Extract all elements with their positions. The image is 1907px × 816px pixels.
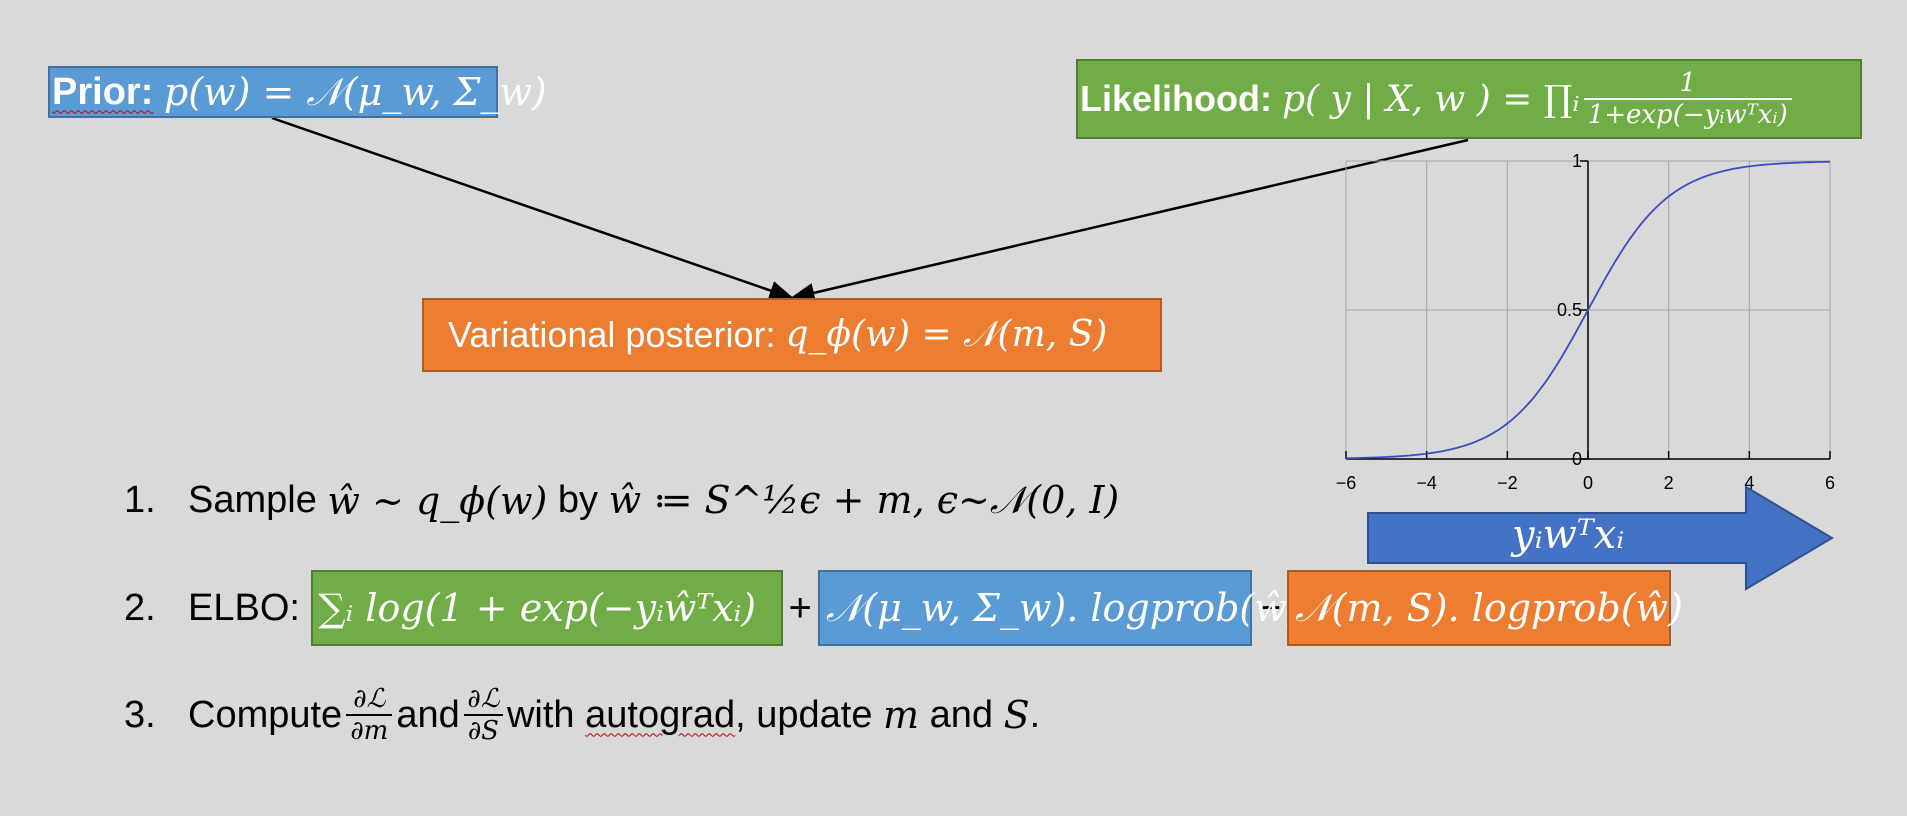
x-tick-label: 4 (1744, 473, 1754, 493)
prior-label: Prior: (52, 70, 154, 113)
arrow-label: yᵢwᵀxᵢ (1512, 512, 1625, 558)
x-tick-label: −2 (1497, 473, 1518, 493)
step-3-derivative-s: ∂ℒ ∂S (463, 684, 503, 746)
x-tick-label: −4 (1416, 473, 1437, 493)
step-1: 1. Sample ŵ ∼ q_ϕ(w) by ŵ ≔ S^½ϵ + m, ϵ∼… (124, 478, 1119, 523)
right-arrow-shape (1367, 485, 1834, 591)
likelihood-to-posterior-arrow (789, 138, 1469, 303)
y-tick-label: 0.5 (1557, 300, 1582, 320)
x-tick-label: 2 (1664, 473, 1674, 493)
elbo-minus: − (1257, 585, 1282, 630)
elbo-likelihood-term: ∑ᵢ log(1 + exp(−yᵢŵᵀxᵢ) (310, 570, 783, 646)
derivative-m-denominator: ∂m (346, 714, 393, 746)
likelihood-fraction-numerator: 1 (1679, 68, 1696, 98)
step-1-text-by: by (557, 479, 599, 521)
step-3-autograd: autograd (585, 693, 736, 736)
step-1-index: 1. (124, 479, 156, 521)
likelihood-fraction-denominator: 1+exp(−yᵢwᵀxᵢ) (1583, 98, 1792, 130)
derivative-s-denominator: ∂S (463, 714, 503, 746)
posterior-label: Variational posterior: (448, 314, 776, 355)
elbo-prior-term: 𝒩(μ_w, Σ_w). logprob(ŵ) (817, 570, 1302, 646)
step-3-math-m: m (883, 693, 920, 737)
prior-to-posterior-arrow (271, 116, 795, 301)
step-3-text-compute: Compute (188, 693, 343, 736)
arrow-body (1367, 485, 1834, 591)
likelihood-formula: p( y | X, w ) = ∏ᵢ (1282, 78, 1580, 120)
step-2-label: ELBO: (188, 586, 300, 629)
y-tick-label: 0 (1572, 449, 1582, 469)
x-tick-label: 0 (1583, 473, 1593, 493)
step-3-text-and: and (396, 693, 460, 736)
step-3-math-s: S (1003, 693, 1030, 737)
posterior-formula: q_ϕ(w) = 𝒩(m, S) (785, 314, 1108, 355)
likelihood-label: Likelihood: (1080, 78, 1272, 119)
x-tick-label: −6 (1336, 473, 1357, 493)
sigmoid-chart: −6 −4 −2 0 2 4 6 0 0.5 1 (1336, 151, 1835, 493)
derivative-m-numerator: ∂ℒ (353, 684, 386, 714)
prior-box: Prior: p(w) = 𝒩(μ_w, Σ_w) (48, 66, 547, 118)
likelihood-box: Likelihood: p( y | X, w ) = ∏ᵢ 1 1+exp(−… (1076, 59, 1862, 139)
posterior-box: Variational posterior: q_ϕ(w) = 𝒩(m, S) (422, 298, 1162, 372)
step-3: 3. Compute ∂ℒ ∂m and ∂ℒ ∂S with autograd… (124, 684, 1040, 746)
step-1-text-sample: Sample (188, 479, 317, 521)
elbo-plus: + (788, 585, 812, 630)
step-3-text-update: , update (735, 693, 873, 736)
likelihood-fraction: 1 1+exp(−yᵢwᵀxᵢ) (1583, 68, 1792, 130)
y-tick-label: 1 (1572, 151, 1582, 171)
step-2-index: 2. (124, 586, 156, 629)
x-tick-label: 6 (1825, 473, 1835, 493)
step-3-text-with: with (506, 693, 575, 736)
step-3-text-period: . (1029, 693, 1041, 736)
step-2: 2. ELBO: ∑ᵢ log(1 + exp(−yᵢŵᵀxᵢ) + 𝒩(μ_w… (124, 570, 1683, 646)
step-3-index: 3. (124, 693, 156, 736)
step-1-math-sample: ŵ ∼ q_ϕ(w) (327, 478, 548, 523)
sigmoid-curve (1345, 160, 1831, 460)
derivative-s-numerator: ∂ℒ (467, 684, 500, 714)
step-3-derivative-m: ∂ℒ ∂m (346, 684, 393, 746)
step-1-math-reparam: ŵ ≔ S^½ϵ + m, ϵ∼𝒩(0, I) (608, 478, 1120, 522)
step-3-text-and2: and (929, 693, 994, 736)
prior-formula: p(w) = 𝒩(μ_w, Σ_w) (163, 69, 547, 114)
elbo-posterior-term: 𝒩(m, S). logprob(ŵ) (1287, 570, 1683, 646)
